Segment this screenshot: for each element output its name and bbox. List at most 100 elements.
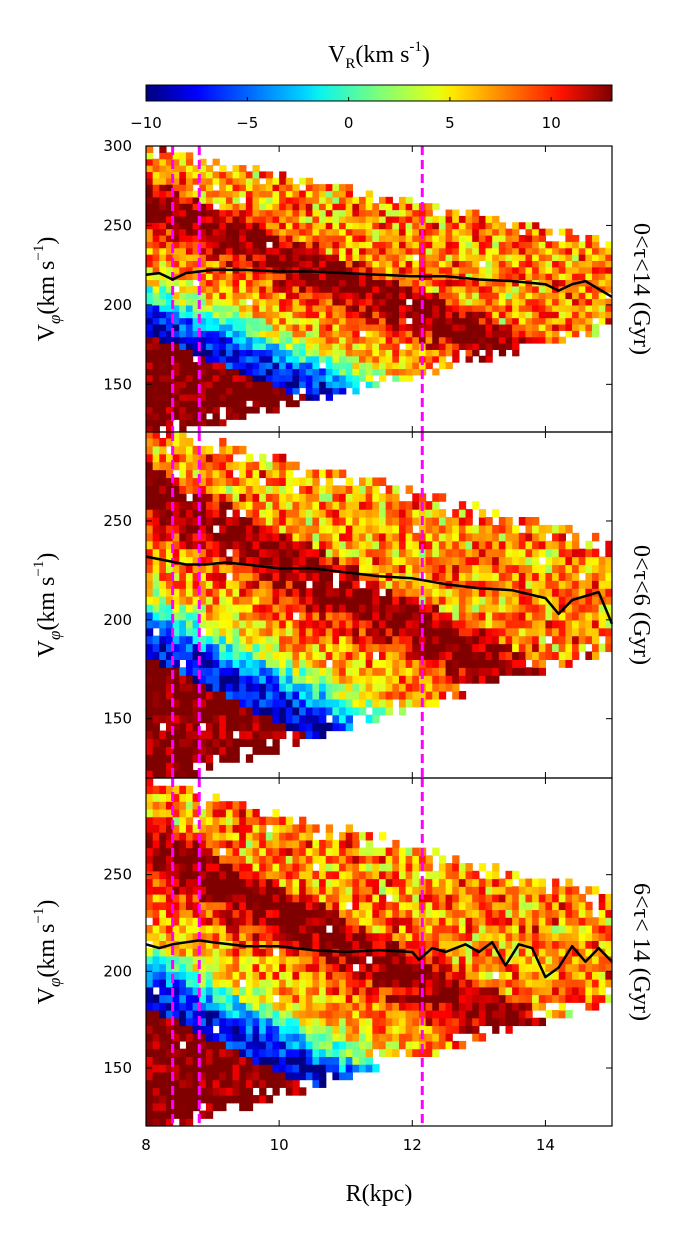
heatmap-cell [592,260,600,268]
heatmap-cell [245,532,254,542]
heatmap-cell [279,292,287,300]
heatmap-cell [199,453,207,463]
heatmap-cell [532,627,540,637]
heatmap-cell [285,209,294,217]
heatmap-cell [465,517,473,526]
heatmap-cell [252,374,260,382]
heatmap-cell [159,1079,167,1088]
heatmap-cell [265,971,274,980]
heatmap-cell [212,714,220,724]
y-tick-label: 300 [103,137,132,155]
heatmap-cell [485,254,493,261]
heatmap-cell [225,241,234,249]
heatmap-cell [185,909,194,918]
heatmap-cell [245,963,254,972]
heatmap-cell [245,556,254,566]
heatmap-cell [339,317,347,325]
heatmap-cell [232,532,240,542]
heatmap-cell [545,311,553,319]
heatmap-cell [552,643,560,653]
heatmap-cell [292,691,300,700]
heatmap-cell [252,1048,260,1057]
heatmap-cell [292,215,300,223]
heatmap-cell [365,659,373,668]
heatmap-cell [152,1064,160,1073]
heatmap-cell [252,588,260,597]
heatmap-cell [225,292,234,300]
heatmap-cell [265,955,274,965]
heatmap-cell [165,509,174,518]
heatmap-cell [458,611,467,621]
heatmap-cell [152,948,160,957]
heatmap-cell [265,215,274,223]
heatmap-cell [325,675,333,684]
heatmap-cell [279,691,287,700]
heatmap-cell [252,461,260,471]
heatmap-cell [172,368,180,376]
heatmap-cell [279,279,287,287]
heatmap-cell [205,485,214,494]
heatmap-cell [512,285,520,293]
heatmap-cell [199,412,207,420]
heatmap-cell [199,374,207,382]
heatmap-cell [172,517,180,526]
heatmap-cell [498,304,507,312]
heatmap-cell [192,870,200,880]
heatmap-cell [279,824,287,833]
heatmap-cell [438,362,447,370]
heatmap-cell [332,596,340,605]
heatmap-cell [205,317,214,325]
heatmap-cell [312,517,320,526]
heatmap-cell [532,228,540,236]
heatmap-cell [372,241,380,249]
heatmap-cell [219,619,227,629]
heatmap-cell [319,266,327,274]
heatmap-cell [465,336,473,344]
heatmap-cell [205,1033,214,1042]
heatmap-cell [285,509,294,518]
heatmap-cell [152,453,160,463]
heatmap-cell [345,279,353,287]
heatmap-cell [185,165,194,173]
heatmap-cell [285,298,294,306]
heatmap-cell [372,355,380,363]
heatmap-cell [165,368,174,376]
heatmap-cell [305,635,314,645]
heatmap-cell [452,564,460,573]
heatmap-cell [292,619,300,629]
heatmap-cell [405,532,413,542]
heatmap-cell [252,955,260,965]
heatmap-cell [185,1064,194,1073]
heatmap-cell [458,323,467,331]
heatmap-cell [172,564,180,573]
heatmap-cell [152,1118,160,1126]
heatmap-cell [239,317,247,325]
heatmap-cell [305,209,314,217]
heatmap-cell [365,683,373,692]
heatmap-cell [372,517,380,526]
heatmap-cell [259,228,267,236]
heatmap-cell [179,948,187,957]
heatmap-cell [219,839,227,849]
heatmap-cell [605,279,612,287]
heatmap-cell [212,540,220,550]
heatmap-cell [492,564,500,573]
heatmap-cell [159,667,167,676]
heatmap-cell [239,963,247,972]
heatmap-cell [239,604,247,613]
heatmap-cell [292,963,300,972]
heatmap-cell [458,580,467,589]
heatmap-cell [385,556,393,566]
heatmap-cell [152,311,160,319]
heatmap-cell [398,675,407,684]
heatmap-cell [405,330,413,338]
heatmap-cell [212,619,220,629]
heatmap-cell [458,336,467,344]
heatmap-cell [185,509,194,518]
heatmap-cell [252,948,260,957]
heatmap-cell [232,611,240,621]
heatmap-cell [372,556,380,566]
heatmap-cell [245,564,254,573]
heatmap-cell [259,203,267,211]
heatmap-cell [512,336,520,344]
